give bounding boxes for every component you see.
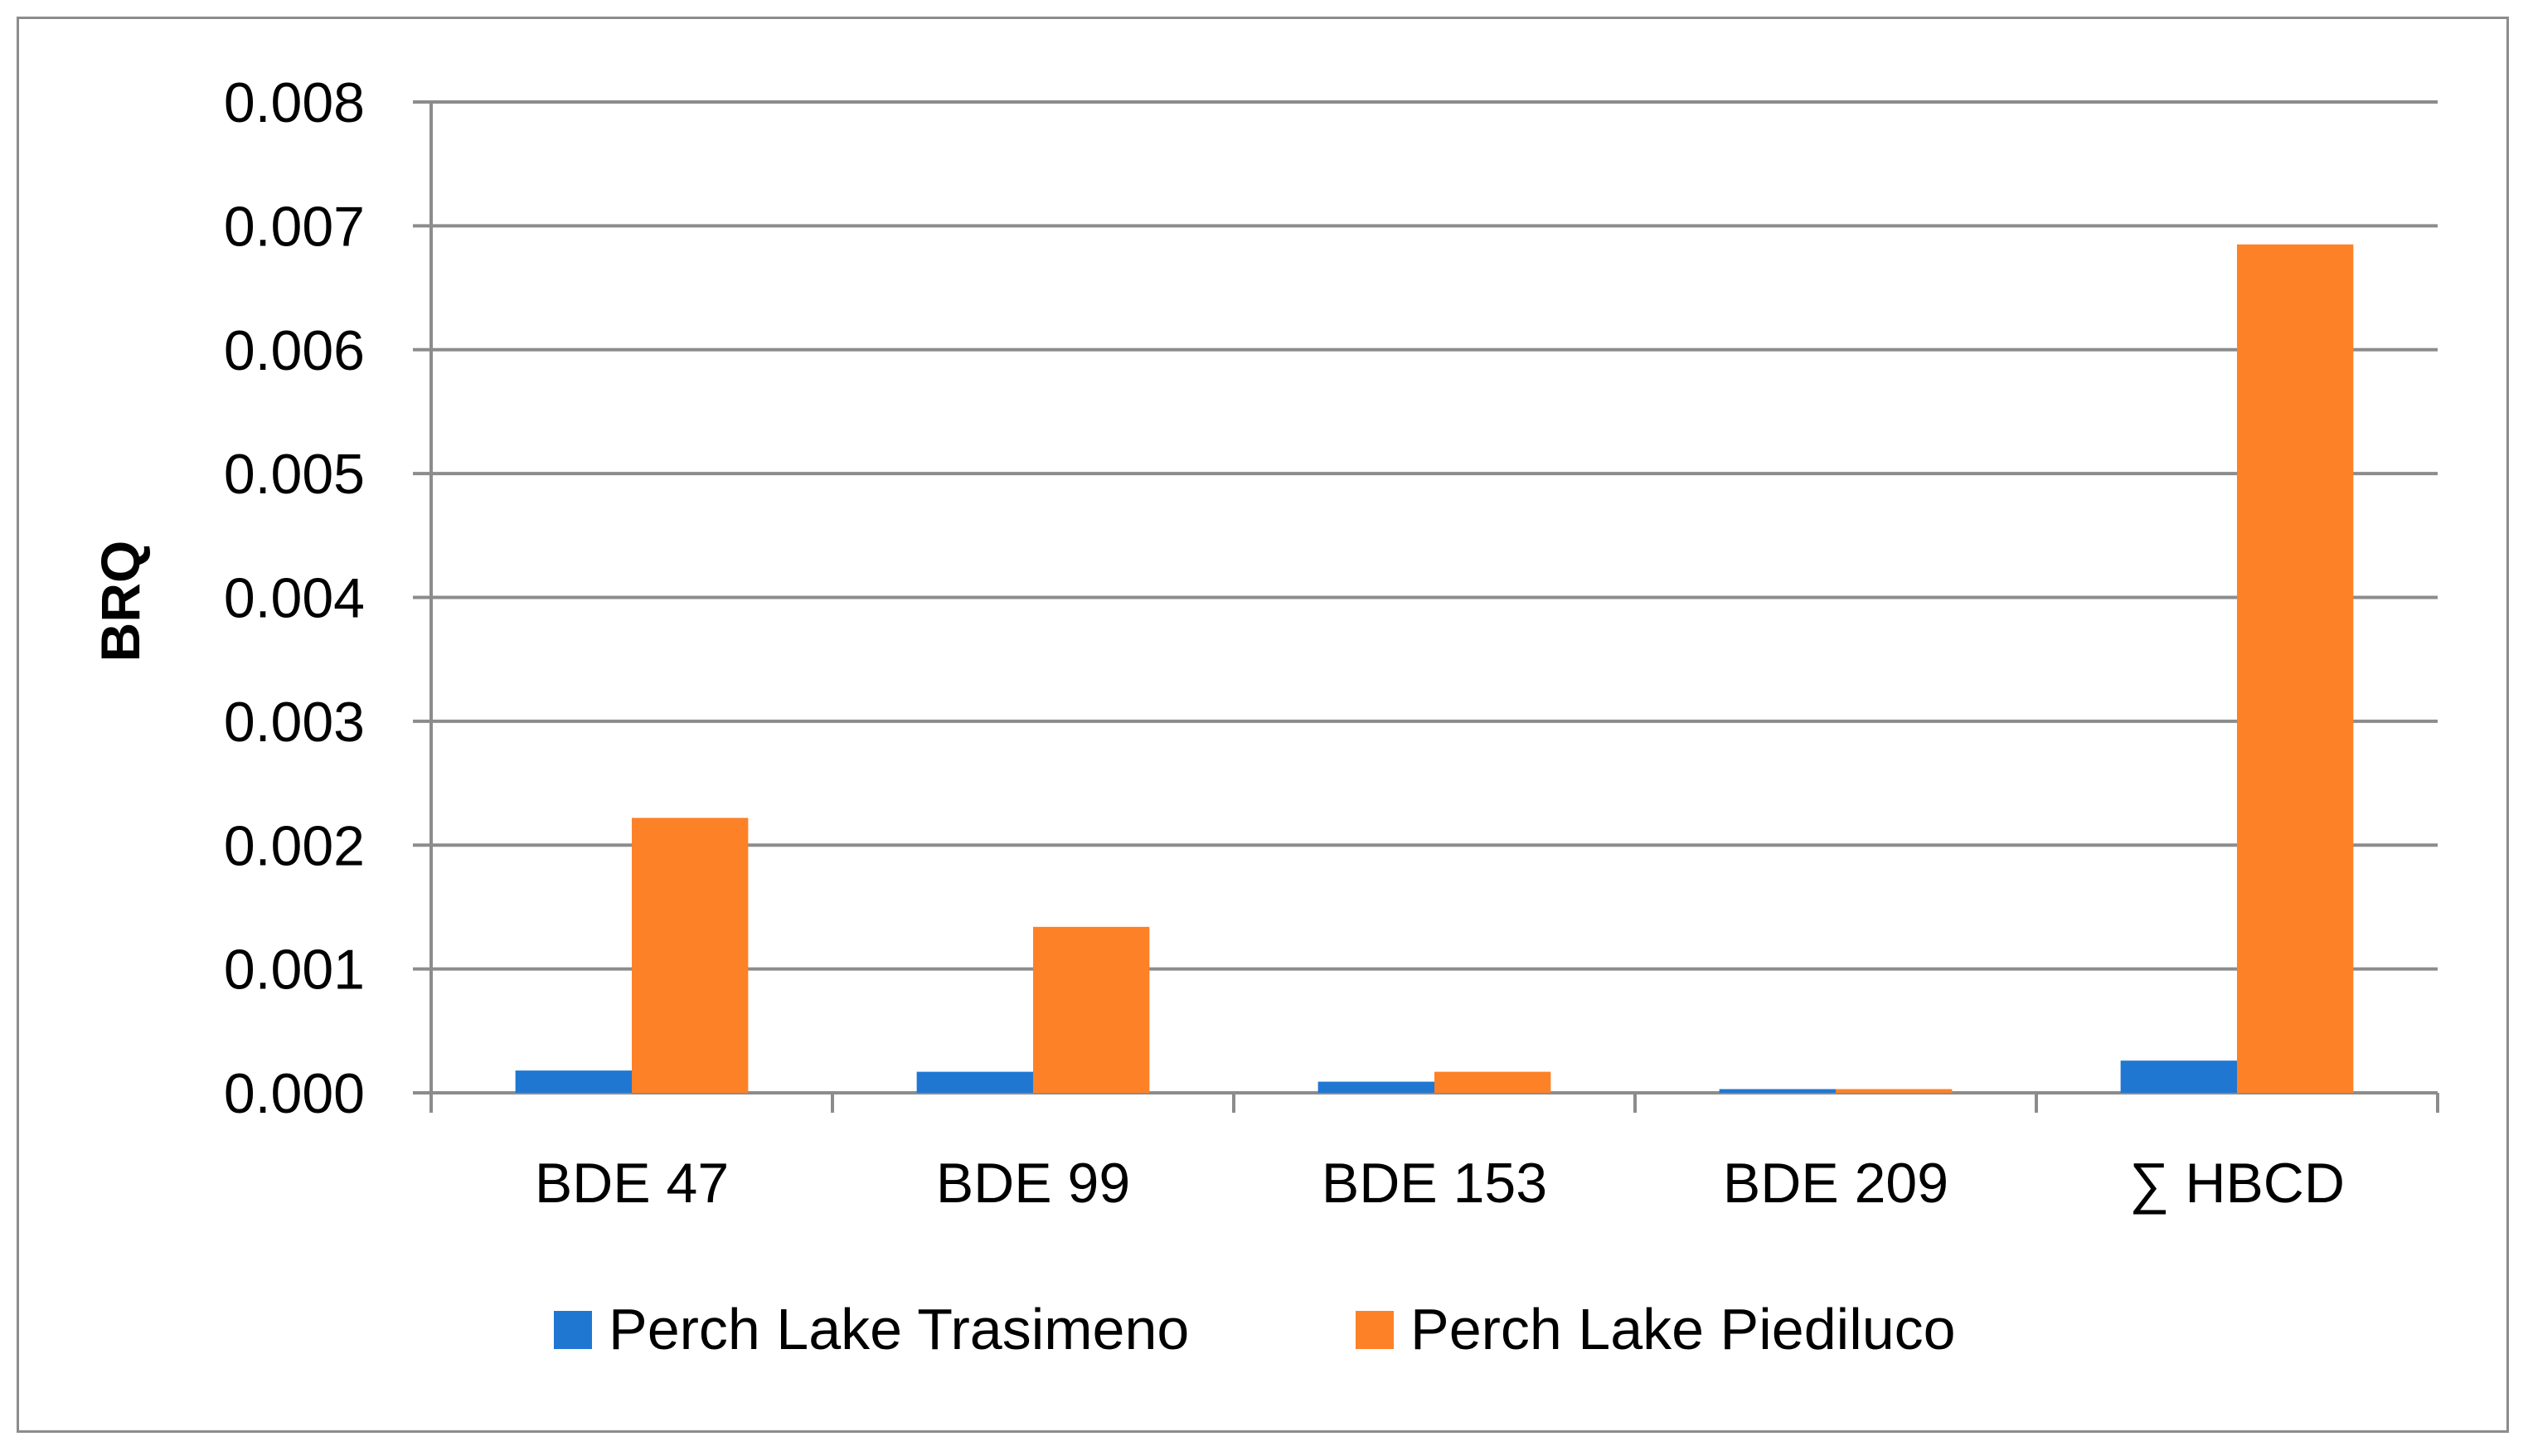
x-tick-label: BDE 209 <box>1723 1152 1948 1215</box>
legend-swatch <box>1356 1311 1394 1349</box>
legend-label: Perch Lake Piediluco <box>1410 1297 1956 1361</box>
y-tick-label: 0.008 <box>224 71 365 134</box>
x-tick-label: BDE 99 <box>936 1152 1130 1215</box>
y-axis-label: BRQ <box>90 541 151 662</box>
bar <box>1719 1089 1836 1093</box>
bar <box>1317 1081 1434 1093</box>
y-tick-label: 0.002 <box>224 814 365 877</box>
legend-swatch <box>554 1311 592 1349</box>
tick-labels: 0.000 0.001 0.002 0.003 0.004 0.005 0.006 0.007… <box>224 71 2345 1215</box>
bar <box>2237 244 2354 1093</box>
x-tick-label: BDE 153 <box>1322 1152 1547 1215</box>
bar <box>1434 1071 1551 1093</box>
bars <box>515 244 2354 1093</box>
bar <box>632 818 749 1093</box>
y-tick-label: 0.004 <box>224 567 365 630</box>
gridlines <box>431 100 2438 971</box>
bar <box>515 1070 632 1093</box>
legend-label: Perch Lake Trasimeno <box>609 1297 1189 1361</box>
y-tick-label: 0.007 <box>224 195 365 258</box>
y-tick-label: 0.003 <box>224 691 365 754</box>
x-tick-label: ∑ HBCD <box>2129 1152 2345 1215</box>
y-tick-label: 0.005 <box>224 443 365 506</box>
bar <box>1033 926 1150 1093</box>
bar <box>916 1071 1033 1093</box>
y-tick-label: 0.006 <box>224 319 365 382</box>
legend: Perch Lake Trasimeno Perch Lake Piediluco <box>554 1297 1956 1361</box>
x-tick-label: BDE 47 <box>535 1152 729 1215</box>
bar <box>2120 1060 2237 1093</box>
y-tick-label: 0.001 <box>224 939 365 1002</box>
bar <box>1836 1089 1953 1093</box>
y-tick-label: 0.000 <box>224 1062 365 1125</box>
